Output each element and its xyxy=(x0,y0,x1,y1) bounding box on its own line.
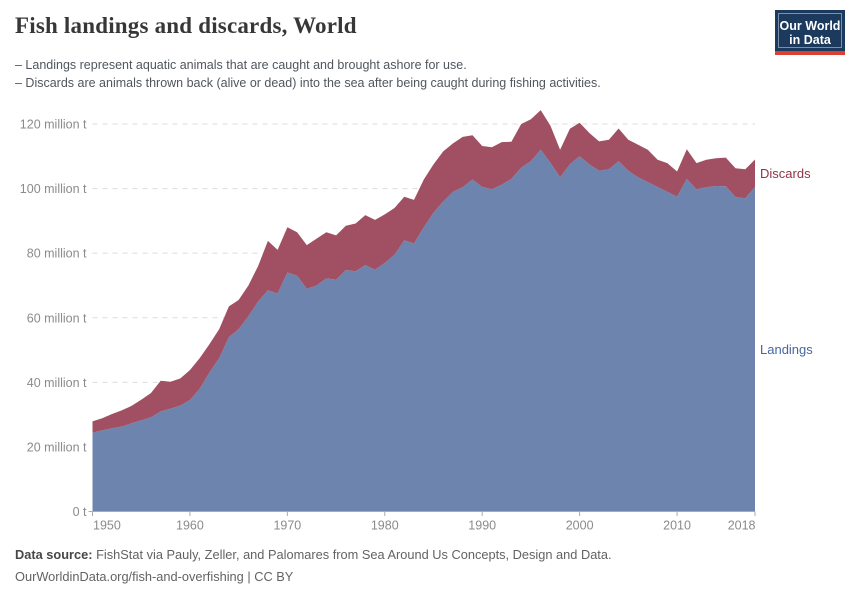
y-axis-label-100: 100 million t xyxy=(20,182,87,196)
owid-logo-text-line1: Our World xyxy=(779,18,841,33)
owid-logo-inner-border xyxy=(778,13,842,48)
page-title: Fish landings and discards, World xyxy=(15,13,357,38)
subtitle-line-discards: – Discards are animals thrown back (aliv… xyxy=(15,76,601,90)
y-axis-label-80: 80 million t xyxy=(27,247,87,261)
subtitle-line-landings: – Landings represent aquatic animals tha… xyxy=(15,58,467,72)
landings-area[interactable] xyxy=(92,149,756,512)
chart-subtitle: – Landings represent aquatic animals tha… xyxy=(15,56,755,92)
license-text: | CC BY xyxy=(243,569,294,584)
y-axis-label-40: 40 million t xyxy=(27,376,87,390)
discards-area[interactable] xyxy=(92,110,756,433)
license-line: OurWorldinData.org/fish-and-overfishing … xyxy=(15,566,612,588)
x-axis-label-1990: 1990 xyxy=(468,519,496,533)
x-axis-label-2000: 2000 xyxy=(566,519,594,533)
x-axis-label-1980: 1980 xyxy=(371,519,399,533)
y-axis-label-20: 20 million t xyxy=(27,440,87,454)
data-source-label: Data source: xyxy=(15,547,93,562)
x-axis-label-1960: 1960 xyxy=(176,519,204,533)
owid-logo-text-line2: in Data xyxy=(789,32,831,47)
x-axis-label-2010: 2010 xyxy=(663,519,691,533)
x-axis-label-1970: 1970 xyxy=(273,519,301,533)
y-axis-label-0: 0 t xyxy=(73,505,87,519)
data-source-text: FishStat via Pauly, Zeller, and Palomare… xyxy=(92,547,612,562)
y-axis-label-60: 60 million t xyxy=(27,311,87,325)
legend-label-discards[interactable]: Discards xyxy=(760,166,811,181)
data-source-line: Data source: FishStat via Pauly, Zeller,… xyxy=(15,544,612,566)
owid-url-link[interactable]: OurWorldinData.org/fish-and-overfishing xyxy=(15,569,244,584)
y-axis-label-120: 120 million t xyxy=(20,118,87,132)
owid-logo[interactable]: Our World in Data xyxy=(775,10,845,55)
owid-logo-red-bar xyxy=(775,51,845,55)
x-axis-label-1950: 1950 xyxy=(93,519,121,533)
legend-label-landings[interactable]: Landings xyxy=(760,342,813,357)
x-axis-label-2018: 2018 xyxy=(728,519,756,533)
chart-footer: Data source: FishStat via Pauly, Zeller,… xyxy=(15,544,612,588)
